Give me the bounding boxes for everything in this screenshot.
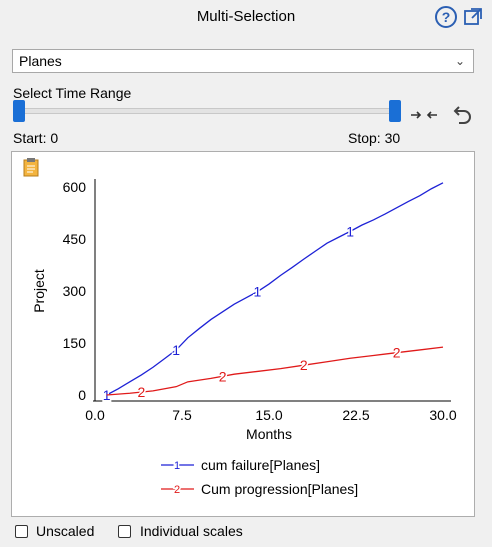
line-chart: 0.0 7.5 15.0 22.5 30.0 0 150 300 450 600 Months Pro… <box>31 179 457 498</box>
y-tick-label: 600 <box>63 179 87 195</box>
y-tick-label: 0 <box>78 387 86 403</box>
series-1-marker: 1 <box>172 342 180 358</box>
unscaled-checkbox[interactable] <box>15 525 28 538</box>
series-1-marker: 1 <box>254 284 262 300</box>
time-range-slider[interactable] <box>14 108 399 114</box>
stop-label: Stop: 30 <box>348 130 401 146</box>
y-axis-label: Project <box>31 269 47 313</box>
series-2-marker: 2 <box>393 345 401 361</box>
y-tick-label: 150 <box>63 335 87 351</box>
series-2-marker: 2 <box>219 368 227 384</box>
window-title: Multi-Selection <box>196 8 296 25</box>
y-tick-label: 450 <box>63 231 87 247</box>
y-tick-label: 300 <box>63 283 87 299</box>
series-1-line <box>106 182 444 396</box>
x-tick-label: 7.5 <box>172 407 192 423</box>
x-tick-label: 22.5 <box>342 407 369 423</box>
legend-marker-1: 1 <box>174 460 180 472</box>
x-tick-label: 15.0 <box>255 407 282 423</box>
series-select[interactable]: Planes ⌄ <box>12 49 474 73</box>
start-label: Start: 0 <box>13 130 59 146</box>
undo-icon[interactable] <box>448 102 474 128</box>
popout-icon[interactable] <box>462 6 484 28</box>
x-tick-label: 30.0 <box>429 407 456 423</box>
time-range-label: Select Time Range <box>13 85 132 101</box>
chart-panel <box>11 151 475 517</box>
series-2-marker: 2 <box>138 384 146 400</box>
legend-label-1: cum failure[Planes] <box>201 457 320 473</box>
legend-marker-2: 2 <box>174 484 180 496</box>
chevron-down-icon: ⌄ <box>454 54 465 68</box>
slider-start-handle[interactable] <box>13 100 25 122</box>
series-2-marker: 2 <box>300 357 308 373</box>
x-tick-label: 0.0 <box>85 407 105 423</box>
slider-stop-handle[interactable] <box>389 100 401 122</box>
series-1-marker: 1 <box>346 223 354 239</box>
series-2-line <box>106 346 444 396</box>
legend-label-2: Cum progression[Planes] <box>201 481 358 497</box>
individual-scales-label: Individual scales <box>140 523 243 539</box>
help-icon[interactable]: ? <box>435 6 457 28</box>
individual-scales-checkbox[interactable] <box>118 525 131 538</box>
clipboard-icon[interactable] <box>22 157 40 177</box>
collapse-arrows-icon[interactable] <box>408 102 440 128</box>
unscaled-label: Unscaled <box>36 523 95 539</box>
series-select-value: Planes <box>19 53 62 69</box>
x-axis-label: Months <box>246 426 292 442</box>
